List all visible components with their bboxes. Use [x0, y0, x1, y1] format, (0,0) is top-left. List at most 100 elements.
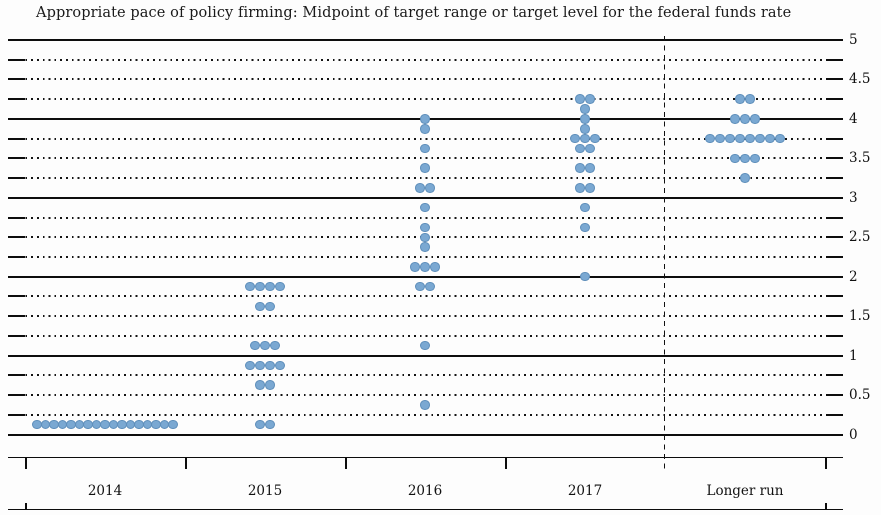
projection-dot [265, 360, 275, 371]
projection-dot [585, 183, 595, 193]
major-gridline [8, 275, 843, 278]
x-axis-tick [345, 456, 347, 469]
projection-dot [275, 281, 285, 292]
gridline-left-tick [8, 177, 25, 180]
projection-dot [740, 153, 750, 164]
x-axis-tick [825, 456, 827, 469]
projection-dot [735, 94, 745, 104]
projection-dot [420, 124, 430, 134]
x-axis-tick [505, 456, 507, 469]
y-axis-label: 4 [849, 110, 858, 127]
projection-dot [250, 340, 260, 351]
x-axis-label: 2015 [247, 483, 283, 499]
projection-dot [420, 114, 430, 124]
bottom-frame-tick [25, 502, 27, 509]
gridline-left-tick [8, 295, 25, 298]
minor-gridline [8, 137, 843, 140]
minor-gridline [8, 394, 843, 397]
gridline-right-tick [826, 78, 843, 81]
y-axis-label: 3.5 [849, 150, 871, 167]
minor-gridline [8, 177, 843, 180]
projection-dot [715, 133, 725, 144]
projection-dot [580, 202, 590, 213]
y-axis-label: 0 [849, 426, 858, 443]
x-axis-label: Longer run [706, 483, 784, 499]
gridline-left-tick [8, 394, 25, 397]
bottom-frame-line [8, 508, 843, 511]
projection-dot [410, 262, 420, 272]
x-axis-tick [25, 456, 27, 469]
minor-gridline [8, 334, 843, 337]
gridline-right-tick [826, 255, 843, 258]
projection-dot [585, 143, 595, 154]
gridline-left-tick [8, 216, 25, 219]
x-axis-label: 2014 [87, 483, 123, 499]
minor-gridline [8, 255, 843, 258]
minor-gridline [8, 98, 843, 101]
major-gridline [8, 38, 843, 42]
projection-dot [575, 183, 585, 193]
projection-dot [590, 133, 600, 144]
gridline-left-tick [8, 78, 25, 81]
projection-dot [730, 114, 740, 124]
projection-dot [745, 94, 755, 104]
projection-dot [420, 202, 430, 213]
gridline-left-tick [8, 315, 25, 318]
chart-title: Appropriate pace of policy firming: Midp… [36, 5, 792, 21]
projection-dot [420, 222, 430, 233]
projection-dot [415, 183, 425, 193]
projection-dot [245, 360, 255, 371]
gridline-right-tick [826, 58, 843, 61]
gridline-left-tick [8, 413, 25, 416]
projection-dot [275, 360, 285, 371]
major-gridline [8, 196, 843, 199]
projection-dot [765, 133, 775, 144]
y-axis-label: 1 [849, 347, 858, 364]
projection-dot [255, 301, 265, 312]
projection-dot [255, 380, 265, 390]
y-axis-label: 2.5 [849, 229, 871, 246]
gridline-left-tick [8, 157, 25, 160]
projection-dot [420, 143, 430, 154]
gridline-right-tick [826, 236, 843, 239]
projection-dot [580, 124, 590, 134]
projection-dot [730, 153, 740, 164]
minor-gridline [8, 413, 843, 416]
gridline-right-tick [826, 334, 843, 337]
gridline-left-tick [8, 255, 25, 258]
projection-dot [270, 340, 280, 351]
projection-dot [750, 114, 760, 124]
x-axis-label: 2017 [567, 483, 603, 499]
projection-dot [420, 340, 430, 351]
projection-dot [255, 281, 265, 292]
minor-gridline [8, 58, 843, 61]
minor-gridline [8, 78, 843, 81]
y-axis-label: 4.5 [849, 71, 871, 88]
gridline-left-tick [8, 334, 25, 337]
projection-dot [265, 380, 275, 390]
gridline-left-tick [8, 58, 25, 61]
projection-dot [580, 271, 590, 282]
projection-dot [420, 242, 430, 252]
gridline-right-tick [826, 295, 843, 298]
minor-gridline [8, 216, 843, 219]
projection-dot [425, 183, 435, 193]
projection-dot [265, 301, 275, 312]
y-axis-label: 3 [849, 189, 858, 206]
projection-dot [755, 133, 765, 144]
projection-dot [265, 281, 275, 292]
gridline-right-tick [826, 374, 843, 377]
projection-dot [420, 262, 430, 272]
projection-dot [260, 340, 270, 351]
minor-gridline [8, 157, 843, 160]
x-axis-label: 2016 [407, 483, 443, 499]
projection-dot [580, 104, 590, 114]
projection-dot [255, 360, 265, 371]
dashed-separator-line [663, 36, 666, 470]
projection-dot [750, 153, 760, 164]
gridline-right-tick [826, 157, 843, 160]
gridline-right-tick [826, 177, 843, 180]
y-axis-label: 0.5 [849, 387, 871, 404]
projection-dot [255, 419, 265, 430]
